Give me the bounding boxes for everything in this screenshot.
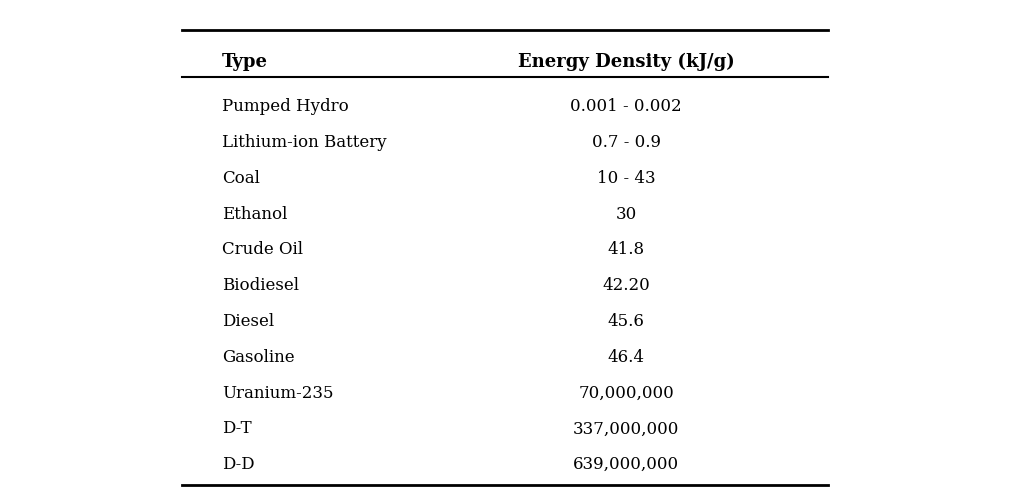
Text: 70,000,000: 70,000,000 (579, 385, 674, 402)
Text: D-T: D-T (222, 420, 251, 437)
Text: Diesel: Diesel (222, 313, 275, 330)
Text: Lithium-ion Battery: Lithium-ion Battery (222, 134, 387, 151)
Text: 0.7 - 0.9: 0.7 - 0.9 (592, 134, 661, 151)
Text: 41.8: 41.8 (608, 242, 644, 258)
Text: Energy Density (kJ/g): Energy Density (kJ/g) (518, 53, 734, 71)
Text: Gasoline: Gasoline (222, 349, 295, 366)
Text: 639,000,000: 639,000,000 (573, 456, 680, 473)
Text: 337,000,000: 337,000,000 (573, 420, 680, 437)
Text: 46.4: 46.4 (608, 349, 644, 366)
Text: 45.6: 45.6 (608, 313, 644, 330)
Text: Coal: Coal (222, 170, 261, 187)
Text: Type: Type (222, 53, 269, 71)
Text: 10 - 43: 10 - 43 (597, 170, 655, 187)
Text: Uranium-235: Uranium-235 (222, 385, 333, 402)
Text: Biodiesel: Biodiesel (222, 277, 299, 294)
Text: D-D: D-D (222, 456, 255, 473)
Text: Pumped Hydro: Pumped Hydro (222, 98, 348, 115)
Text: Ethanol: Ethanol (222, 206, 288, 223)
Text: 30: 30 (615, 206, 637, 223)
Text: Crude Oil: Crude Oil (222, 242, 303, 258)
Text: 42.20: 42.20 (602, 277, 650, 294)
Text: 0.001 - 0.002: 0.001 - 0.002 (571, 98, 682, 115)
